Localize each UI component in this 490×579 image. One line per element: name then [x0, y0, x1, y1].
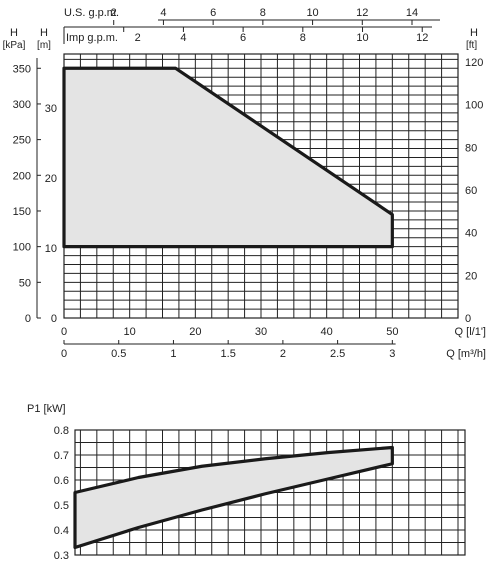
- ft-tick-label: 100: [465, 100, 483, 112]
- impgpm-tick-label: 2: [135, 32, 141, 44]
- usgpm-tick-label: 2: [111, 7, 117, 19]
- power-envelope-area: [73, 445, 394, 550]
- m3h-tick-label: 2.5: [330, 348, 345, 360]
- p1-tick-label: 0.3: [54, 550, 69, 562]
- kpa-tick-label: 350: [13, 63, 31, 75]
- ls-tick-label: 10: [124, 326, 136, 338]
- head-envelope-area: [62, 66, 394, 249]
- ft-tick-label: 40: [465, 228, 477, 240]
- ft-axis-title: H: [470, 27, 478, 39]
- ls-tick-label: 0: [61, 326, 67, 338]
- ft-tick-label: 20: [465, 270, 477, 282]
- kpa-tick-label: 100: [13, 242, 31, 254]
- usgpm-tick-label: 8: [260, 7, 266, 19]
- usgpm-tick-label: 14: [406, 7, 418, 19]
- ls-axis-label: Q [l/1']: [455, 326, 486, 338]
- kpa-tick-label: 50: [19, 277, 31, 289]
- ls-tick-label: 50: [386, 326, 398, 338]
- p1-axis-label: P1 [kW]: [27, 403, 66, 415]
- ft-tick-label: 0: [465, 313, 471, 325]
- kpa-axis-unit: [kPa]: [3, 40, 26, 51]
- kpa-tick-label: 300: [13, 99, 31, 111]
- usgpm-tick-label: 10: [306, 7, 318, 19]
- kpa-tick-label: 200: [13, 170, 31, 182]
- m3h-tick-label: 2: [280, 348, 286, 360]
- kpa-tick-label: 150: [13, 206, 31, 218]
- m3h-tick-label: 0: [61, 348, 67, 360]
- impgpm-tick-label: 4: [180, 32, 186, 44]
- m3h-tick-label: 1: [170, 348, 176, 360]
- usgpm-tick-label: 6: [210, 7, 216, 19]
- p1-tick-label: 0.8: [54, 425, 69, 437]
- p1-tick-label: 0.6: [54, 475, 69, 487]
- ft-tick-label: 60: [465, 185, 477, 197]
- p1-tick-label: 0.5: [54, 500, 69, 512]
- usgpm-axis-label: U.S. g.p.m.: [64, 7, 119, 19]
- m-axis-title: H: [40, 27, 48, 39]
- impgpm-tick-label: 12: [416, 32, 428, 44]
- usgpm-tick-label: 4: [160, 7, 166, 19]
- m-tick-label: 0: [51, 313, 57, 325]
- p1-tick-label: 0.7: [54, 450, 69, 462]
- ls-tick-label: 40: [321, 326, 333, 338]
- m-tick-label: 20: [45, 173, 57, 185]
- kpa-axis-title: H: [10, 27, 18, 39]
- ft-tick-label: 120: [465, 57, 483, 69]
- ls-tick-label: 20: [189, 326, 201, 338]
- kpa-tick-label: 250: [13, 135, 31, 147]
- m3h-tick-label: 3: [389, 348, 395, 360]
- m3h-tick-label: 0.5: [111, 348, 126, 360]
- m-tick-label: 30: [45, 103, 57, 115]
- usgpm-tick-label: 12: [356, 7, 368, 19]
- ls-tick-label: 30: [255, 326, 267, 338]
- impgpm-tick-label: 8: [300, 32, 306, 44]
- m-tick-label: 10: [45, 243, 57, 255]
- ft-tick-label: 80: [465, 142, 477, 154]
- impgpm-tick-label: 6: [240, 32, 246, 44]
- m3h-tick-label: 1.5: [221, 348, 236, 360]
- impgpm-axis-label: Imp g.p.m.: [66, 32, 118, 44]
- impgpm-tick-label: 10: [356, 32, 368, 44]
- p1-tick-label: 0.4: [54, 525, 69, 537]
- m3h-axis-label: Q [m³/h]: [446, 348, 486, 360]
- kpa-tick-label: 0: [25, 313, 31, 325]
- ft-axis-unit: [ft]: [466, 40, 477, 51]
- m-axis-unit: [m]: [37, 40, 51, 51]
